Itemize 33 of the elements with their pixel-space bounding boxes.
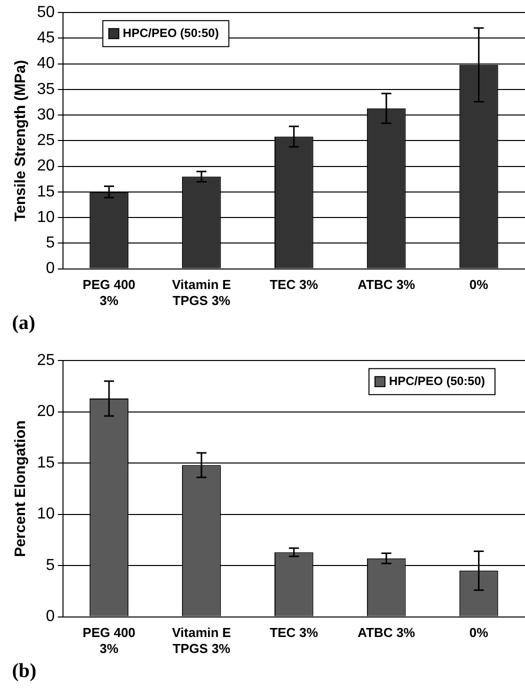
y-tick-label: 10 xyxy=(37,208,55,226)
x-tick-label: 0% xyxy=(469,625,489,640)
y-tick-label: 30 xyxy=(37,106,55,124)
x-tick-label: TEC 3% xyxy=(270,625,319,640)
y-tick-label: 5 xyxy=(46,556,55,574)
y-tick-label: 50 xyxy=(37,4,55,22)
x-tick-label: PEG 400 3% xyxy=(82,277,136,308)
y-tick-label: 40 xyxy=(37,55,55,72)
y-axis-title: Tensile Strength (MPa) xyxy=(12,60,30,222)
x-tick-label: 0% xyxy=(469,277,489,292)
x-tick-label: PEG 400 3% xyxy=(82,625,136,656)
legend-label: HPC/PEO (50:50) xyxy=(122,26,219,40)
x-tick-label: Vitamin E TPGS 3% xyxy=(172,277,232,308)
y-tick-label: 15 xyxy=(37,454,55,472)
y-tick-label: 5 xyxy=(46,234,55,252)
x-tick-label: ATBC 3% xyxy=(358,277,416,292)
y-tick-label: 20 xyxy=(37,403,55,420)
y-tick-label: 45 xyxy=(37,30,55,47)
y-tick-label: 25 xyxy=(37,132,55,150)
y-tick-label: 10 xyxy=(37,506,55,523)
x-tick-label: Vitamin E TPGS 3% xyxy=(172,625,232,656)
y-tick-label: 35 xyxy=(37,80,55,98)
x-tick-label: TEC 3% xyxy=(270,277,319,292)
text: (b) xyxy=(12,660,36,682)
y-tick-label: 25 xyxy=(37,352,55,370)
legend-label: HPC/PEO (50:50) xyxy=(388,374,486,388)
text: (a) xyxy=(12,312,36,334)
y-tick-label: 15 xyxy=(37,183,55,200)
y-tick-label: 20 xyxy=(37,158,55,175)
y-tick-label: 0 xyxy=(46,260,55,278)
y-tick-label: 0 xyxy=(46,608,55,626)
y-axis-title: Percent Elongation xyxy=(12,420,30,558)
x-tick-label: ATBC 3% xyxy=(358,625,416,640)
